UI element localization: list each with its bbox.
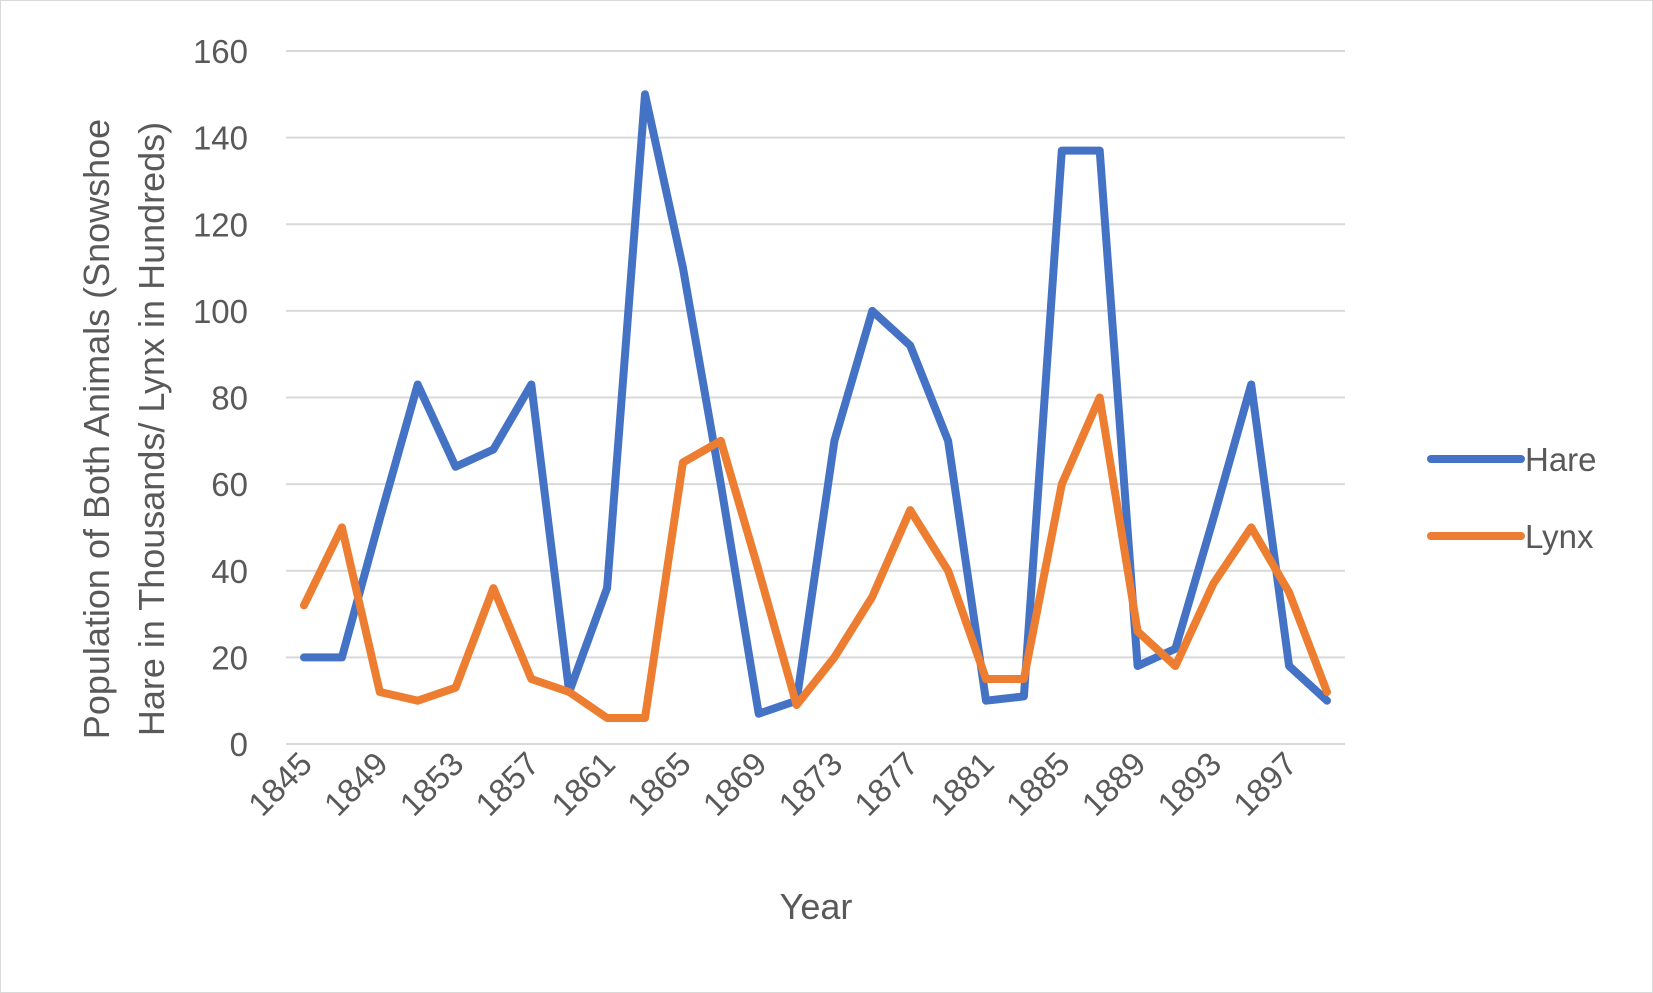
x-tick-label: 1845 <box>241 745 319 823</box>
x-tick-label: 1849 <box>317 745 395 823</box>
x-tick-label: 1869 <box>696 745 774 823</box>
x-tick-label: 1893 <box>1150 745 1228 823</box>
y-tick-label: 0 <box>230 726 248 763</box>
x-tick-label: 1857 <box>468 745 546 823</box>
y-tick-label: 20 <box>211 639 248 676</box>
y-axis-title-line-1: Population of Both Animals (Snowshoe <box>76 119 117 739</box>
x-tick-label: 1885 <box>999 745 1077 823</box>
y-tick-label: 140 <box>193 120 248 157</box>
x-axis-title: Year <box>780 886 853 927</box>
y-tick-label: 40 <box>211 553 248 590</box>
y-tick-label: 100 <box>193 293 248 330</box>
x-axis-tick-labels: 1845184918531857186118651869187318771881… <box>241 745 1304 823</box>
y-tick-label: 60 <box>211 466 248 503</box>
series-line-lynx <box>300 393 1331 722</box>
gridlines <box>286 50 1345 745</box>
x-tick-label: 1873 <box>771 745 849 823</box>
x-tick-label: 1861 <box>544 745 622 823</box>
y-axis-tick-labels: 0 20 40 60 80 100 120 140 160 <box>193 33 248 763</box>
x-tick-label: 1877 <box>847 745 925 823</box>
x-tick-label: 1889 <box>1074 745 1152 823</box>
legend: Hare Lynx <box>1427 441 1597 555</box>
y-tick-label: 120 <box>193 206 248 243</box>
y-tick-label: 160 <box>193 33 248 70</box>
x-tick-label: 1897 <box>1226 745 1304 823</box>
y-axis-title: Population of Both Animals (Snowshoe Har… <box>76 119 172 739</box>
y-tick-label: 80 <box>211 380 248 417</box>
x-tick-label: 1865 <box>620 745 698 823</box>
legend-label-hare: Hare <box>1525 441 1597 478</box>
x-tick-label: 1881 <box>923 745 1001 823</box>
series-lines <box>300 90 1331 722</box>
y-axis-title-line-2: Hare in Thousands/ Lynx in Hundreds) <box>131 122 172 736</box>
series-line-hare <box>300 90 1331 718</box>
x-tick-label: 1853 <box>392 745 470 823</box>
legend-label-lynx: Lynx <box>1525 518 1594 555</box>
